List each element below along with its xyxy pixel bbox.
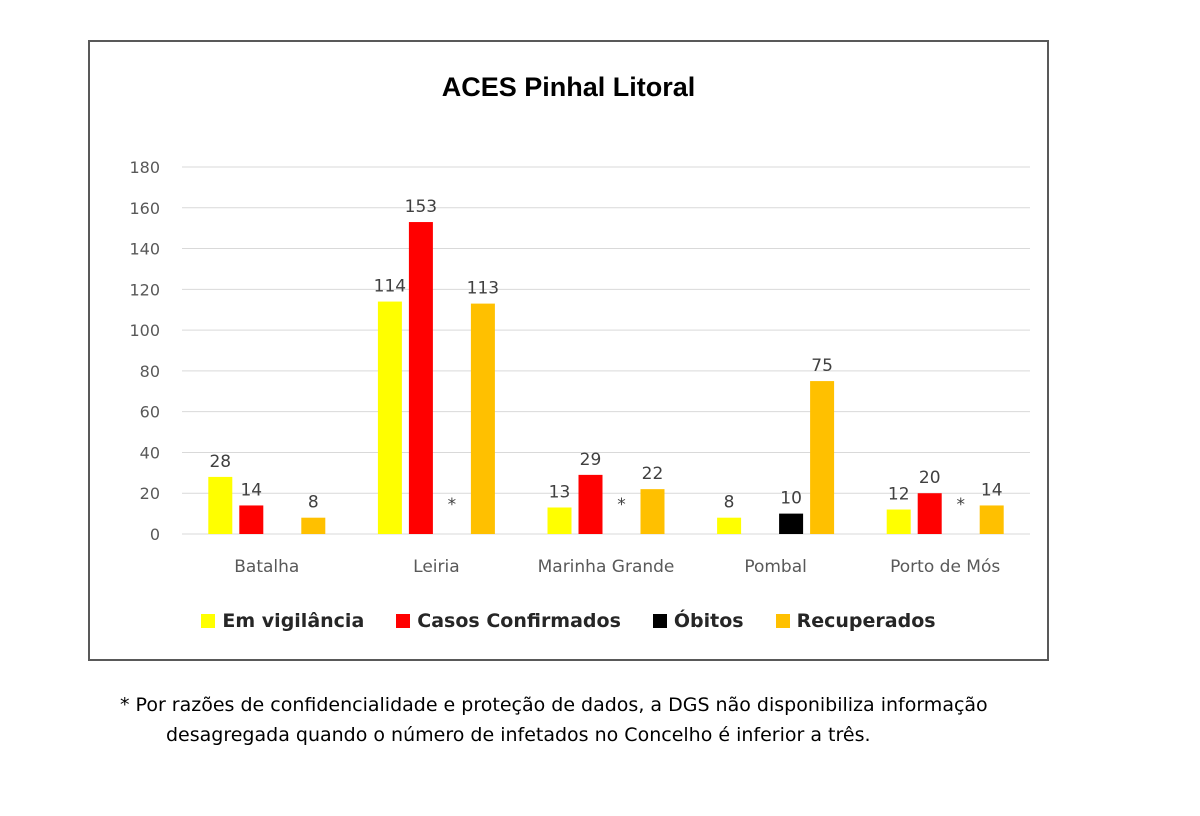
y-tick-label: 160 — [129, 199, 160, 218]
bar — [301, 517, 326, 534]
y-tick-label: 60 — [140, 403, 160, 422]
x-tick-label: Leiria — [413, 557, 459, 577]
chart-title: ACES Pinhal Litoral — [441, 72, 696, 102]
y-tick-label: 180 — [129, 158, 160, 177]
x-tick-label: Pombal — [744, 557, 807, 577]
footnote-line-1: * Por razões de confidencialidade e prot… — [120, 694, 988, 716]
legend-item: Óbitos — [652, 610, 744, 632]
bar — [408, 222, 433, 535]
chart-frame: ACES Pinhal Litoral 0 20 40 60 80 100 120 140 16… — [88, 40, 1049, 661]
legend-swatch — [775, 614, 790, 628]
bar — [547, 507, 572, 534]
data-label: 75 — [811, 356, 833, 376]
legend-item: Recuperados — [775, 610, 936, 632]
x-tick-label: Marinha Grande — [538, 557, 675, 577]
y-tick-label: 0 — [150, 525, 160, 544]
bar — [886, 509, 911, 534]
legend-item: Casos Confirmados — [396, 610, 621, 632]
bar-chart: 0 20 40 60 80 100 120 140 160 180 28 14 8 Batalha 114 1… — [129, 158, 1030, 577]
y-tick-label: 140 — [129, 240, 160, 259]
bar — [717, 517, 742, 534]
data-label: 8 — [308, 493, 319, 513]
data-label: 20 — [919, 468, 941, 488]
y-tick-label: 20 — [140, 484, 160, 503]
chart-legend: Em vigilância Casos Confirmados Óbitos Recu… — [90, 610, 1047, 632]
data-label: 13 — [549, 482, 571, 502]
footnote-line-2: desagregada quando o número de infetados… — [166, 724, 871, 746]
y-tick-label: 40 — [140, 443, 160, 462]
x-tick-label: Porto de Mós — [890, 557, 1000, 577]
bar — [917, 493, 942, 534]
bar — [470, 303, 495, 534]
bar — [640, 489, 665, 534]
data-label: 153 — [405, 197, 437, 217]
bar — [578, 474, 603, 534]
data-label: 8 — [724, 493, 735, 513]
y-tick-label: 80 — [140, 362, 160, 381]
bar — [239, 505, 264, 534]
y-tick-label: 100 — [129, 321, 160, 340]
annotation-asterisk: * — [617, 495, 626, 515]
data-label: 22 — [642, 464, 664, 484]
legend-label: Óbitos — [673, 610, 744, 632]
legend-label: Recuperados — [796, 610, 936, 632]
legend-swatch — [201, 614, 216, 628]
data-label: 114 — [374, 277, 406, 297]
data-label: 113 — [467, 279, 499, 299]
footnote: * Por razões de confidencialidade e prot… — [120, 690, 1160, 750]
data-label: 10 — [780, 489, 802, 509]
bar — [779, 513, 804, 534]
legend-swatch — [652, 614, 667, 628]
y-tick-label: 120 — [129, 280, 160, 299]
legend-label: Casos Confirmados — [417, 610, 621, 632]
annotation-asterisk: * — [956, 495, 965, 515]
data-label: 14 — [981, 480, 1003, 500]
bar — [377, 301, 402, 534]
annotation-asterisk: * — [448, 495, 457, 515]
data-label: 28 — [209, 452, 231, 472]
bar — [979, 505, 1004, 534]
data-label: 12 — [888, 485, 910, 505]
x-tick-label: Batalha — [234, 557, 299, 577]
legend-label: Em vigilância — [222, 610, 365, 632]
bar — [810, 381, 835, 534]
legend-item: Em vigilância — [201, 610, 364, 632]
data-label: 14 — [240, 480, 262, 500]
data-label: 29 — [580, 450, 602, 470]
bar — [208, 476, 233, 534]
legend-swatch — [396, 614, 411, 628]
